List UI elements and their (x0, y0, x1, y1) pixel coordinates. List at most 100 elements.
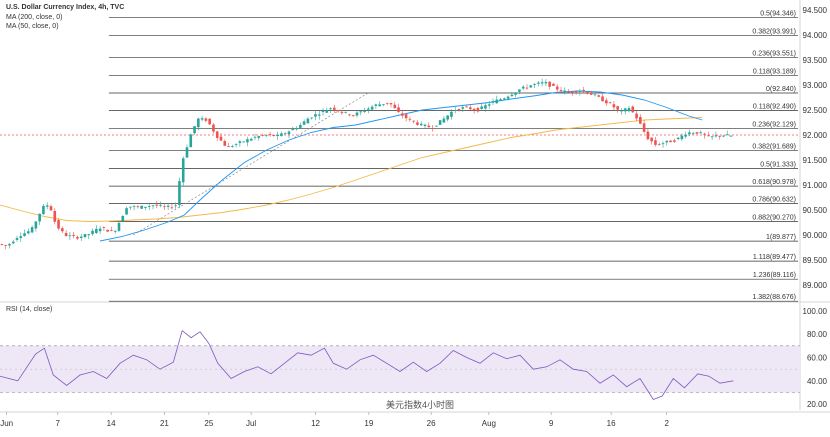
candle-up (503, 98, 506, 100)
candle-up (295, 128, 298, 130)
time-tick-label: 9 (549, 419, 554, 428)
candle-down (552, 83, 555, 86)
fib-level-label: 0.236(93.551) (752, 50, 796, 57)
candle-up (446, 115, 449, 120)
candle-down (223, 141, 227, 146)
trend-connector (133, 92, 370, 236)
candle-up (113, 230, 117, 232)
time-tick-label: 12 (311, 419, 320, 428)
price-tick-label: 90.500 (803, 206, 828, 215)
candle-down (136, 206, 140, 208)
candle-down (110, 230, 113, 231)
fib-level-label: 0.618(90.978) (752, 179, 796, 186)
fib-levels: 0.5(94.346) 0.382(93.991) 0.236(93.551) 0.1… (108, 11, 798, 302)
fib-level-label: 0.786(90.632) (752, 196, 796, 203)
fib-level-label: 0.118(92.490) (753, 104, 796, 111)
ma50-line (99, 90, 703, 242)
candle-down (469, 107, 472, 110)
candle-up (38, 213, 41, 222)
candle-down (605, 100, 608, 104)
candle-up (151, 205, 155, 207)
candle-up (140, 205, 143, 209)
candle-up (231, 146, 234, 147)
candle-up (684, 134, 687, 137)
candle-up (11, 241, 15, 244)
candle-up (280, 133, 283, 137)
candle-up (178, 181, 181, 206)
candle-down (64, 232, 68, 237)
fib-level-label: 0.382(91.689) (752, 144, 796, 151)
candle-down (472, 108, 476, 111)
candle-down (340, 111, 344, 113)
candle-up (317, 114, 321, 116)
time-tick-label: Jun (0, 419, 13, 428)
candle-up (714, 135, 718, 137)
price-tick-label: 94.000 (803, 31, 828, 40)
candle-down (351, 115, 355, 117)
candle-down (642, 123, 646, 132)
ma200-legend[interactable]: MA (200, close, 0) (6, 14, 63, 21)
candle-down (597, 95, 601, 97)
candle-up (246, 139, 249, 143)
candle-down (695, 132, 699, 134)
time-tick-label: 2 (664, 419, 669, 428)
price-tick-label: 92.000 (803, 131, 828, 140)
candle-up (185, 147, 189, 158)
candle-down (404, 114, 408, 119)
rsi-tick-label: 40.00 (807, 377, 828, 386)
time-tick-label: Aug (482, 419, 496, 428)
candle-up (200, 118, 204, 120)
candle-up (688, 132, 691, 135)
candle-up (265, 134, 268, 136)
candle-down (385, 102, 389, 104)
candle-up (691, 133, 695, 135)
price-tick-label: 93.500 (803, 56, 828, 65)
price-tick-label: 94.500 (803, 6, 828, 15)
candle-up (34, 221, 38, 229)
candle-down (208, 118, 211, 125)
candle-down (49, 206, 53, 211)
candle-up (344, 111, 347, 113)
candle-up (487, 104, 491, 106)
time-tick-label: 25 (204, 419, 213, 428)
candle-down (574, 90, 578, 93)
candle-up (423, 124, 427, 126)
fib-level-label: 0.118(93.189) (753, 69, 796, 76)
candle-up (91, 230, 94, 235)
candle-up (95, 228, 98, 233)
candle-up (287, 131, 291, 135)
candle-up (238, 141, 242, 143)
candles (0, 78, 733, 250)
candle-up (518, 89, 521, 92)
candle-up (435, 125, 438, 127)
candle-down (61, 228, 64, 232)
time-tick-label: 7 (56, 419, 61, 428)
ma50-legend[interactable]: MA (50, close, 0) (6, 23, 59, 30)
candle-down (333, 107, 336, 110)
candle-up (321, 110, 325, 112)
rsi-legend[interactable]: RSI (14, close) (6, 306, 53, 313)
fib-level-label: 0.882(90.270) (752, 215, 796, 222)
fib-level-label: 1.236(89.116) (753, 272, 796, 279)
candle-up (491, 101, 495, 103)
candle-up (117, 222, 121, 231)
candle-up (189, 134, 193, 148)
candle-up (325, 110, 329, 113)
candle-up (563, 90, 567, 92)
candle-up (623, 108, 627, 112)
candle-up (453, 110, 457, 112)
candle-down (650, 137, 653, 142)
ma200-line (0, 117, 703, 222)
time-tick-label: 21 (160, 419, 169, 428)
candle-up (620, 110, 623, 112)
candle-down (654, 140, 657, 145)
candle-down (227, 146, 230, 147)
candle-up (314, 114, 317, 117)
candle-up (242, 141, 245, 143)
candle-down (163, 206, 166, 208)
candle-up (253, 136, 257, 138)
candle-up (661, 143, 665, 145)
candle-down (465, 106, 468, 108)
candle-down (567, 91, 570, 93)
